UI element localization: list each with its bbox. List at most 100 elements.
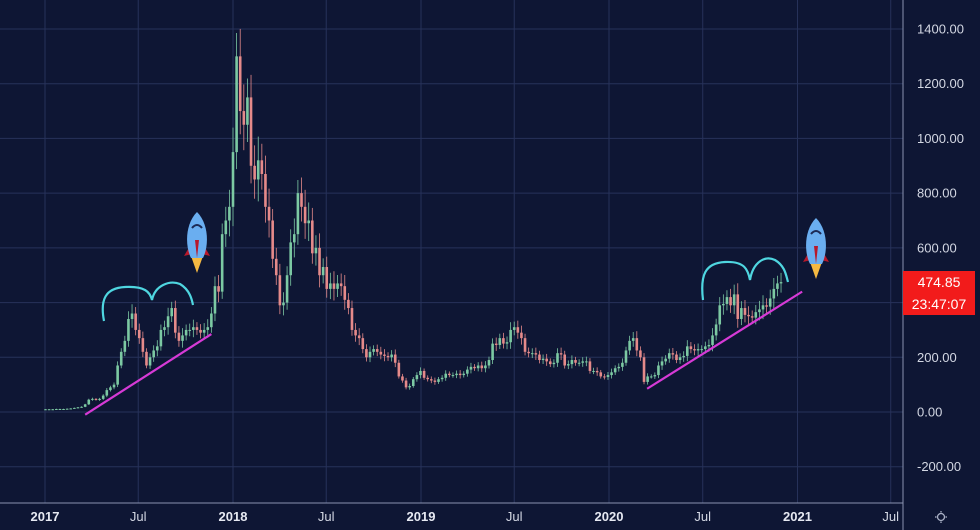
candle-body bbox=[80, 406, 83, 408]
candle bbox=[116, 361, 119, 388]
candle-body bbox=[624, 350, 628, 363]
candle-body bbox=[657, 365, 660, 376]
candle-body bbox=[685, 346, 689, 356]
candle-body bbox=[610, 372, 613, 376]
candle bbox=[494, 337, 498, 351]
candle bbox=[202, 323, 206, 340]
trendline[interactable] bbox=[646, 290, 803, 390]
candle bbox=[181, 328, 184, 348]
candle-body bbox=[260, 160, 264, 174]
candle-body bbox=[743, 308, 747, 315]
candle-body bbox=[639, 350, 642, 358]
candle bbox=[592, 367, 595, 375]
x-tick-label: Jul bbox=[130, 509, 147, 524]
candle-body bbox=[451, 375, 455, 377]
trendline[interactable] bbox=[84, 333, 212, 416]
candle-body bbox=[768, 298, 772, 307]
candle bbox=[289, 229, 292, 286]
candle bbox=[148, 353, 152, 369]
candle bbox=[318, 233, 321, 288]
candle-body bbox=[523, 338, 527, 352]
candle bbox=[303, 189, 307, 239]
candle-body bbox=[303, 206, 307, 224]
candle-body bbox=[473, 366, 476, 369]
candle-body bbox=[166, 316, 170, 328]
candle-body bbox=[220, 234, 224, 292]
candle bbox=[426, 375, 429, 382]
candle-body bbox=[458, 373, 462, 376]
candle bbox=[375, 344, 379, 357]
candle-body bbox=[487, 360, 491, 366]
candle bbox=[487, 356, 491, 369]
candle bbox=[267, 188, 271, 238]
candle-body bbox=[307, 220, 311, 224]
candle bbox=[213, 276, 217, 322]
candle bbox=[732, 284, 736, 315]
candle-body bbox=[404, 380, 408, 388]
candle-body bbox=[141, 338, 145, 352]
candle bbox=[671, 347, 675, 360]
candle-body bbox=[47, 409, 51, 411]
candle-body bbox=[199, 329, 202, 333]
candle-body bbox=[174, 308, 177, 333]
candle-body bbox=[732, 294, 736, 306]
candle bbox=[199, 324, 202, 339]
candle-body bbox=[285, 275, 289, 303]
candle-body bbox=[101, 395, 105, 399]
candle bbox=[51, 409, 55, 411]
candle bbox=[98, 397, 101, 401]
candle bbox=[588, 358, 592, 374]
time-axis[interactable]: 2017 Jul 2018 Jul 2019 Jul 2020 Jul 2021 Jul bbox=[31, 509, 900, 524]
candle-body bbox=[202, 329, 206, 333]
candle bbox=[332, 271, 336, 301]
rocket-icon bbox=[803, 218, 829, 279]
candle bbox=[386, 352, 390, 361]
candle-body bbox=[159, 329, 163, 347]
candle bbox=[736, 283, 740, 328]
candle-body bbox=[148, 357, 152, 366]
candle-body bbox=[109, 387, 112, 391]
candle bbox=[476, 362, 480, 372]
candle bbox=[556, 348, 559, 367]
x-tick-label: Jul bbox=[318, 509, 335, 524]
candle bbox=[228, 189, 231, 237]
candle bbox=[610, 368, 613, 379]
candle-body bbox=[512, 327, 516, 330]
candle bbox=[743, 300, 747, 323]
x-tick-label: 2020 bbox=[595, 509, 624, 524]
candle-body bbox=[484, 365, 487, 369]
x-tick-label: 2018 bbox=[219, 509, 248, 524]
candle bbox=[516, 320, 520, 339]
candle bbox=[188, 323, 192, 337]
candle bbox=[484, 361, 487, 373]
candle bbox=[253, 145, 256, 199]
candle bbox=[210, 307, 213, 333]
candle-body bbox=[530, 353, 534, 355]
y-tick-label: -200.00 bbox=[917, 459, 961, 474]
candle bbox=[689, 342, 693, 354]
candle-body bbox=[585, 361, 588, 363]
candle-body bbox=[238, 56, 242, 112]
x-tick-label: 2019 bbox=[407, 509, 436, 524]
candle bbox=[174, 300, 177, 339]
candle bbox=[480, 361, 484, 372]
candle bbox=[444, 370, 448, 381]
candle bbox=[137, 323, 141, 344]
gear-icon[interactable] bbox=[935, 511, 947, 523]
candle-body bbox=[516, 327, 520, 333]
candle-body bbox=[700, 349, 704, 351]
candle-body bbox=[318, 247, 321, 276]
candle bbox=[772, 277, 776, 309]
candle bbox=[696, 343, 700, 356]
candle bbox=[170, 301, 174, 322]
candle-body bbox=[177, 332, 181, 341]
candle-body bbox=[466, 369, 469, 374]
candle bbox=[123, 335, 127, 357]
price-axis[interactable]: 1400.00 1200.00 1000.00 800.00 600.00 200.00 0… bbox=[917, 22, 964, 475]
candle bbox=[271, 209, 274, 268]
candle-body bbox=[332, 283, 336, 289]
candle-body bbox=[155, 346, 159, 351]
candle-body bbox=[556, 353, 559, 363]
candle bbox=[473, 364, 476, 371]
